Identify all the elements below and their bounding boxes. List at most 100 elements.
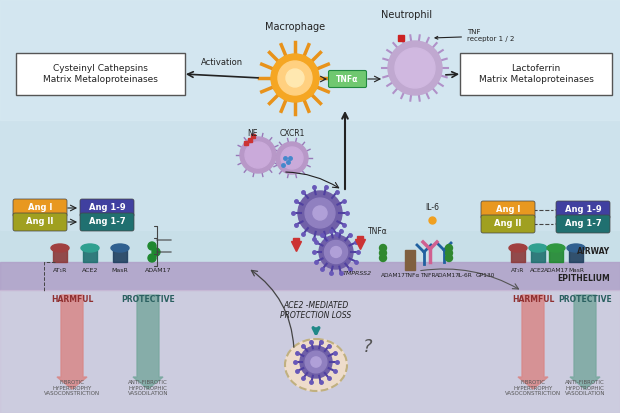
Ellipse shape — [567, 244, 585, 252]
FancyBboxPatch shape — [329, 71, 366, 88]
Bar — [531, 248, 545, 262]
FancyBboxPatch shape — [16, 53, 185, 95]
Circle shape — [313, 206, 327, 220]
Circle shape — [278, 61, 312, 95]
Bar — [405, 250, 415, 270]
Circle shape — [379, 249, 386, 256]
Text: ADAM17: ADAM17 — [381, 273, 405, 278]
Ellipse shape — [111, 244, 129, 252]
Text: Ang II: Ang II — [26, 218, 54, 226]
Text: TNFα: TNFα — [404, 273, 420, 278]
Text: Cysteinyl Cathepsins
Matrix Metaloproteinases: Cysteinyl Cathepsins Matrix Metaloprotei… — [43, 64, 157, 84]
Text: Macrophage: Macrophage — [265, 22, 325, 32]
Polygon shape — [0, 0, 620, 120]
FancyBboxPatch shape — [13, 199, 67, 217]
Circle shape — [379, 244, 386, 252]
Text: CXCR1: CXCR1 — [280, 129, 304, 138]
Circle shape — [305, 198, 335, 228]
Text: ADAM17: ADAM17 — [144, 268, 171, 273]
Text: FIBROTIC
HYPERTROPHY
VASOCONSTRICTION: FIBROTIC HYPERTROPHY VASOCONSTRICTION — [505, 380, 561, 396]
Ellipse shape — [547, 244, 565, 252]
Bar — [113, 248, 127, 262]
Circle shape — [446, 254, 453, 261]
FancyArrow shape — [518, 295, 548, 389]
Text: Neutrophil: Neutrophil — [381, 10, 433, 20]
Bar — [569, 248, 583, 262]
Circle shape — [446, 244, 453, 252]
Circle shape — [148, 254, 156, 262]
FancyArrow shape — [133, 295, 163, 389]
Text: MasR: MasR — [112, 268, 128, 273]
Text: ADAM17: ADAM17 — [435, 273, 459, 278]
Text: ADAM17: ADAM17 — [544, 268, 569, 273]
Ellipse shape — [81, 244, 99, 252]
Text: Ang 1-9: Ang 1-9 — [565, 206, 601, 214]
Bar — [83, 248, 97, 262]
Text: NE: NE — [248, 129, 259, 138]
Text: AT₁R: AT₁R — [512, 268, 525, 273]
Text: Ang I: Ang I — [496, 206, 520, 214]
Text: Ang 1-9: Ang 1-9 — [89, 204, 125, 213]
Ellipse shape — [529, 244, 547, 252]
Text: Ang II: Ang II — [494, 219, 521, 228]
Circle shape — [298, 191, 342, 235]
Circle shape — [281, 147, 303, 169]
Text: ANTI-FIBROTIC
HYPOTROPHIC
VASODILATION: ANTI-FIBROTIC HYPOTROPHIC VASODILATION — [128, 380, 168, 396]
Circle shape — [286, 69, 304, 87]
Text: ANTI-FIBROTIC
HYPOTROPHIC
VASODILATION: ANTI-FIBROTIC HYPOTROPHIC VASODILATION — [565, 380, 605, 396]
FancyBboxPatch shape — [13, 213, 67, 231]
Circle shape — [245, 142, 271, 168]
FancyBboxPatch shape — [556, 201, 610, 219]
FancyBboxPatch shape — [460, 53, 612, 95]
Circle shape — [379, 254, 386, 261]
Text: Ang 1-7: Ang 1-7 — [89, 218, 125, 226]
Polygon shape — [0, 0, 620, 230]
Text: IL-6R: IL-6R — [458, 273, 472, 278]
Circle shape — [152, 248, 160, 256]
Text: GP130: GP130 — [476, 273, 495, 278]
Circle shape — [319, 235, 353, 269]
Text: EPITHELIUM: EPITHELIUM — [557, 274, 610, 283]
FancyBboxPatch shape — [481, 201, 535, 219]
Text: TMPRSS2: TMPRSS2 — [342, 271, 371, 276]
Text: ?: ? — [363, 338, 373, 356]
Ellipse shape — [51, 244, 69, 252]
Circle shape — [271, 54, 319, 102]
Ellipse shape — [509, 244, 527, 252]
Text: Activation: Activation — [201, 58, 243, 67]
Bar — [549, 248, 563, 262]
FancyBboxPatch shape — [481, 215, 535, 233]
Text: HARMFUL: HARMFUL — [51, 295, 93, 304]
Circle shape — [395, 48, 435, 88]
Circle shape — [388, 41, 442, 95]
Text: IL-6: IL-6 — [425, 203, 439, 212]
Circle shape — [446, 249, 453, 256]
Bar — [53, 248, 67, 262]
Text: ACE2 -MEDIATED
PROTECTION LOSS: ACE2 -MEDIATED PROTECTION LOSS — [280, 301, 352, 320]
Text: FIBROTIC
HYPERTROPHY
VASOCONSTRICTION: FIBROTIC HYPERTROPHY VASOCONSTRICTION — [44, 380, 100, 396]
Circle shape — [311, 357, 321, 367]
Text: ACE2: ACE2 — [82, 268, 98, 273]
Text: PROTECTIVE: PROTECTIVE — [121, 295, 175, 304]
Text: TNFα: TNFα — [368, 227, 388, 236]
Text: PROTECTIVE: PROTECTIVE — [558, 295, 612, 304]
Bar — [0, 290, 620, 413]
Text: TNF
receptor 1 / 2: TNF receptor 1 / 2 — [435, 29, 515, 43]
Text: TNFR: TNFR — [420, 273, 436, 278]
Ellipse shape — [285, 339, 347, 391]
Text: MasR: MasR — [568, 268, 584, 273]
FancyArrow shape — [570, 295, 600, 389]
FancyBboxPatch shape — [80, 213, 134, 231]
Text: HARMFUL: HARMFUL — [512, 295, 554, 304]
Text: TNFα: TNFα — [336, 74, 358, 83]
Circle shape — [300, 346, 332, 378]
Text: Ang 1-7: Ang 1-7 — [565, 219, 601, 228]
Text: ACE2: ACE2 — [530, 268, 546, 273]
Circle shape — [240, 137, 276, 173]
Text: Lactoferrin
Matrix Metaloproteinases: Lactoferrin Matrix Metaloproteinases — [479, 64, 593, 84]
Circle shape — [324, 240, 348, 263]
Text: Ang I: Ang I — [28, 204, 52, 213]
Circle shape — [305, 351, 327, 373]
Text: AT₁R: AT₁R — [53, 268, 67, 273]
Text: AIRWAY: AIRWAY — [577, 247, 610, 256]
